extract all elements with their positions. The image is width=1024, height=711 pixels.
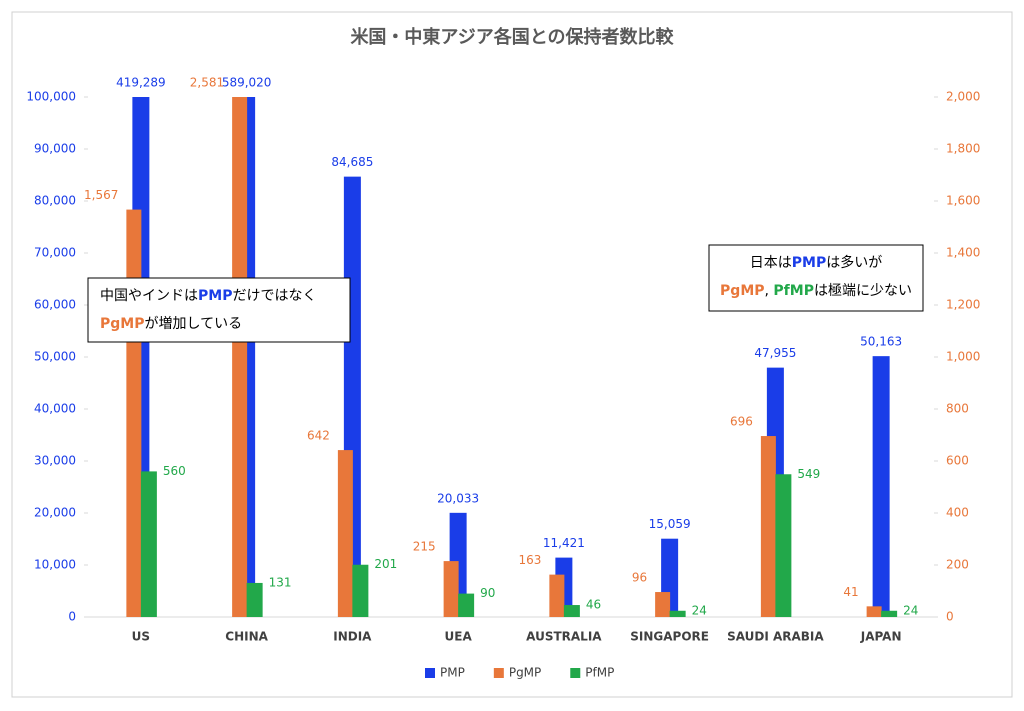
annotation-segment: PMP — [198, 288, 232, 304]
data-label: 589,020 — [222, 76, 272, 90]
data-label: 163 — [518, 553, 541, 567]
annotation-box — [87, 277, 351, 343]
annotation-text: PgMPが増加している — [100, 316, 242, 332]
legend-label: PfMP — [585, 666, 614, 680]
bar — [881, 610, 898, 617]
x-tick-label: INDIA — [333, 630, 372, 644]
y2-tick-label: 0 — [946, 610, 954, 624]
data-label: 47,955 — [754, 346, 796, 360]
bar — [775, 474, 792, 617]
data-label: 1,567 — [84, 188, 118, 202]
legend-label: PgMP — [509, 666, 541, 680]
annotation-segment: PgMP — [720, 283, 764, 299]
y-tick-label: 60,000 — [34, 298, 76, 312]
y2-tick-label: 600 — [946, 454, 969, 468]
y-tick-label: 0 — [68, 610, 76, 624]
y-tick-label: 50,000 — [34, 350, 76, 364]
bar — [458, 593, 475, 617]
y-tick-label: 70,000 — [34, 246, 76, 260]
bar — [246, 582, 263, 617]
annotation-text: PgMP, PfMPは極端に少ない — [720, 283, 912, 299]
y2-tick-label: 800 — [946, 402, 969, 416]
annotation-text: 日本はPMPは多いが — [750, 254, 882, 271]
annotation-text: 中国やインドはPMPだけではなく — [100, 288, 316, 304]
data-label: 15,059 — [649, 517, 691, 531]
y2-tick-label: 400 — [946, 506, 969, 520]
bar — [140, 471, 157, 617]
y-tick-label: 80,000 — [34, 194, 76, 208]
legend-label: PMP — [440, 666, 465, 680]
bar — [655, 592, 671, 617]
y-tick-label: 20,000 — [34, 506, 76, 520]
chart-frame — [11, 11, 1013, 698]
x-tick-label: CHINA — [225, 630, 268, 644]
data-label: 46 — [586, 598, 601, 612]
bar — [669, 610, 686, 617]
y-tick-label: 100,000 — [26, 90, 76, 104]
x-tick-label: SINGAPORE — [630, 630, 709, 644]
chart-title: 米国・中東アジア各国との保持者数比較 — [350, 26, 674, 48]
annotation-segment: が増加している — [144, 316, 242, 332]
data-label: 50,163 — [860, 335, 902, 349]
annotation-segment: PMP — [792, 255, 826, 271]
y2-tick-label: 1,400 — [946, 246, 980, 260]
bar — [232, 97, 248, 617]
bar — [563, 605, 580, 617]
bar — [443, 561, 459, 617]
data-label: 642 — [307, 429, 330, 443]
data-label: 96 — [632, 571, 647, 585]
bar — [872, 356, 890, 617]
data-label: 11,421 — [543, 536, 585, 550]
data-label: 41 — [843, 585, 858, 599]
annotation-segment: , — [765, 283, 774, 299]
bar — [760, 436, 776, 617]
y-tick-label: 10,000 — [34, 558, 76, 572]
bar — [866, 606, 882, 617]
data-label: 2,581 — [190, 76, 224, 90]
annotation-segment: は多いが — [826, 254, 882, 271]
data-label: 560 — [163, 464, 186, 478]
data-label: 20,033 — [437, 491, 479, 505]
y-tick-label: 40,000 — [34, 402, 76, 416]
data-label: 549 — [797, 467, 820, 481]
data-label: 201 — [374, 557, 397, 571]
data-label: 90 — [480, 586, 495, 600]
legend-swatch — [493, 668, 504, 678]
annotation-segment: 日本は — [750, 255, 792, 271]
x-tick-label: JAPAN — [860, 630, 902, 644]
annotation-segment: 中国やインドは — [100, 288, 198, 304]
x-tick-label: SAUDI ARABIA — [727, 630, 824, 644]
x-tick-label: UEA — [445, 630, 473, 644]
y2-tick-label: 2,000 — [946, 90, 980, 104]
annotation-segment: だけではなく — [232, 288, 316, 304]
bar — [549, 574, 565, 617]
data-label: 131 — [269, 575, 292, 589]
y2-tick-label: 1,200 — [946, 298, 980, 312]
y2-tick-label: 1,800 — [946, 142, 980, 156]
data-label: 84,685 — [331, 155, 373, 169]
data-label: 419,289 — [116, 76, 166, 90]
data-label: 696 — [730, 415, 753, 429]
y2-tick-label: 1,600 — [946, 194, 980, 208]
y-tick-label: 30,000 — [34, 454, 76, 468]
data-label: 215 — [413, 540, 436, 554]
x-tick-label: US — [132, 630, 150, 644]
annotation-box — [708, 244, 924, 312]
x-tick-label: AUSTRALIA — [526, 630, 602, 644]
legend-swatch — [570, 668, 581, 678]
bar — [352, 564, 369, 617]
annotation-segment: PgMP — [100, 316, 144, 332]
annotation-segment: は極端に少ない — [814, 283, 912, 299]
bar — [126, 209, 142, 617]
data-label: 24 — [903, 603, 918, 617]
y2-tick-label: 1,000 — [946, 350, 980, 364]
y-tick-label: 90,000 — [34, 142, 76, 156]
annotation-segment: PfMP — [773, 283, 814, 299]
bar — [337, 450, 353, 617]
y2-tick-label: 200 — [946, 558, 969, 572]
legend-swatch — [425, 668, 435, 678]
data-label: 24 — [692, 603, 707, 617]
